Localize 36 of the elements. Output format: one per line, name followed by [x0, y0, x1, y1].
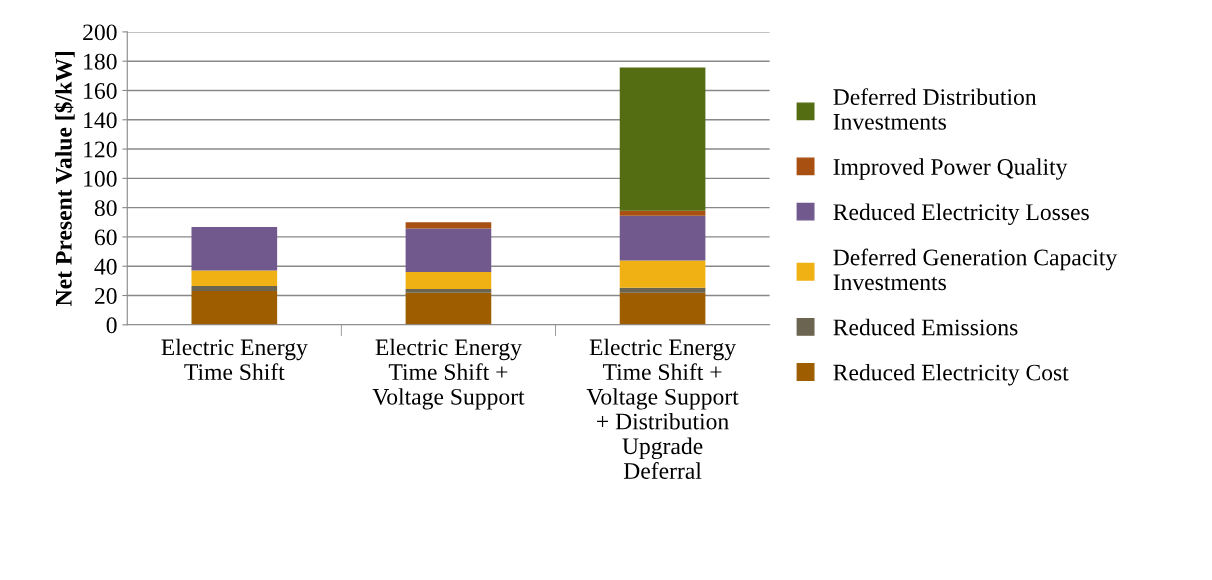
y-tick-label: 80 — [94, 200, 117, 217]
bar — [405, 222, 492, 229]
bar — [619, 215, 706, 261]
bar — [619, 287, 706, 293]
bar — [191, 285, 278, 292]
y-tick-label: 20 — [94, 288, 117, 304]
bar — [405, 271, 492, 289]
bar — [191, 270, 278, 286]
bar — [405, 288, 492, 293]
bar — [619, 292, 706, 325]
legend-label: Reduced Emissions — [833, 318, 1018, 336]
y-axis-title: Net Present Value [$/kW] — [54, 52, 75, 306]
x-tick-label: Electric Energy Time Shift + Voltage Support — [372, 338, 525, 410]
y-tick-label: 60 — [94, 229, 117, 246]
y-tick-label: 140 — [84, 112, 117, 129]
bar — [191, 227, 278, 271]
bar — [191, 291, 278, 325]
legend-label: Reduced Electricity Cost — [833, 363, 1069, 386]
legend-label: Reduced Electricity Losses — [833, 203, 1089, 225]
bar — [619, 260, 706, 288]
legend-label: Deferred Generation Capacity Investments — [833, 248, 1118, 291]
y-tick-label: 40 — [94, 258, 117, 275]
x-tick-label: Electric Energy Time Shift — [161, 338, 308, 381]
bar — [405, 292, 492, 325]
legend-label: Deferred Distribution Investments — [833, 88, 1037, 130]
y-tick-label: 0 — [106, 317, 117, 334]
x-tick-label: Electric Energy Time Shift + Voltage Support + Distribution Upgrade Deferral — [586, 338, 739, 479]
y-tick-label: 200 — [83, 24, 117, 41]
y-tick-label: 100 — [84, 170, 117, 187]
bar — [405, 228, 492, 272]
bar — [619, 67, 706, 211]
y-tick-label: 180 — [84, 53, 117, 70]
bar — [619, 210, 706, 216]
legend-label: Improved Power Quality — [833, 158, 1068, 180]
y-tick-label: 120 — [84, 141, 117, 158]
y-tick-label: 160 — [84, 82, 117, 99]
